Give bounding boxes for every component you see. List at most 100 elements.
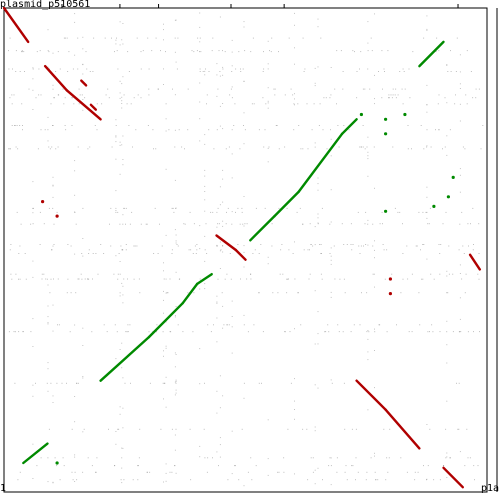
noise-dot	[303, 249, 305, 251]
noise-dot	[366, 471, 368, 473]
noise-dot	[438, 50, 440, 52]
noise-dot	[261, 382, 262, 384]
noise-dot	[194, 245, 196, 247]
noise-dot	[121, 249, 123, 251]
noise-dot	[82, 345, 84, 346]
noise-dot	[359, 253, 361, 254]
noise-dot	[351, 428, 353, 430]
noise-dot	[246, 278, 248, 280]
noise-dot	[51, 146, 53, 148]
noise-dot	[117, 68, 119, 70]
noise-dot	[374, 387, 375, 389]
noise-dot	[100, 244, 102, 245]
noise-dot	[12, 68, 13, 70]
noise-dot	[119, 92, 121, 94]
forward-match-dot	[384, 209, 388, 213]
noise-dot	[292, 94, 294, 96]
noise-dot	[227, 479, 229, 481]
noise-dot	[366, 292, 368, 294]
noise-dot	[352, 50, 354, 52]
noise-dot	[426, 258, 428, 260]
noise-dot	[216, 129, 218, 131]
noise-dot	[204, 288, 206, 290]
noise-dot	[174, 19, 176, 21]
noise-dot	[231, 352, 233, 354]
noise-dot	[165, 480, 167, 482]
noise-dot	[175, 61, 177, 63]
noise-dot	[169, 278, 171, 280]
noise-dot	[137, 94, 139, 96]
noise-dot	[64, 37, 66, 39]
reverse-alignment-segment	[355, 379, 387, 411]
noise-dot	[446, 64, 448, 66]
noise-dot	[125, 244, 127, 245]
noise-dot	[276, 125, 278, 126]
noise-dot	[74, 253, 76, 255]
noise-dot	[53, 97, 55, 99]
noise-dot	[122, 214, 124, 216]
noise-dot	[155, 37, 157, 39]
noise-dot	[330, 189, 332, 191]
noise-dot	[21, 51, 23, 53]
noise-dot	[32, 78, 34, 80]
noise-dot	[317, 213, 319, 215]
noise-dot	[74, 13, 76, 15]
reverse-match-dot	[388, 292, 392, 296]
noise-dot	[402, 278, 404, 280]
noise-dot	[92, 253, 94, 254]
noise-dot	[8, 68, 10, 70]
noise-dot	[307, 479, 309, 481]
noise-dot	[56, 211, 58, 213]
noise-dot	[397, 94, 399, 96]
noise-dot	[126, 103, 128, 105]
noise-dot	[250, 457, 252, 459]
noise-dot	[459, 71, 461, 73]
noise-dot	[129, 324, 131, 326]
noise-dot	[32, 276, 34, 278]
noise-dot	[32, 223, 34, 225]
noise-dot	[109, 223, 110, 225]
noise-dot	[43, 273, 45, 275]
noise-dot	[96, 129, 98, 131]
noise-dot	[206, 253, 208, 254]
noise-dot	[437, 103, 439, 105]
noise-dot	[204, 457, 206, 459]
noise-dot	[50, 382, 52, 384]
noise-dot	[101, 103, 103, 105]
noise-dot	[199, 248, 201, 250]
noise-dot	[160, 428, 162, 430]
noise-dot	[204, 382, 205, 384]
noise-dot	[71, 471, 73, 473]
forward-match-dot	[403, 112, 407, 117]
noise-dot	[394, 207, 396, 209]
noise-dot	[216, 63, 218, 65]
noise-dot	[222, 201, 224, 203]
noise-dot	[145, 223, 147, 225]
noise-dot	[293, 129, 295, 131]
noise-dot	[74, 54, 76, 56]
noise-dot	[283, 471, 285, 473]
noise-dot	[374, 98, 375, 100]
noise-dot	[52, 125, 53, 126]
noise-dot	[75, 292, 77, 294]
noise-dot	[219, 268, 221, 269]
noise-dot	[50, 103, 52, 105]
noise-dot	[39, 244, 41, 245]
noise-dot	[346, 479, 348, 481]
noise-dot	[438, 244, 440, 245]
noise-dot	[367, 50, 369, 52]
noise-dot	[175, 271, 177, 273]
noise-dot	[244, 129, 246, 131]
noise-dot	[314, 142, 316, 144]
noise-dot	[384, 278, 386, 280]
noise-dot	[222, 225, 224, 227]
noise-dot	[81, 94, 83, 96]
noise-dot	[86, 68, 88, 70]
noise-dot	[330, 263, 332, 265]
noise-dot	[446, 292, 448, 294]
noise-dot	[442, 148, 443, 150]
noise-dot	[312, 471, 314, 473]
noise-dot	[118, 253, 120, 254]
noise-dot	[362, 88, 364, 90]
noise-dot	[36, 465, 38, 467]
